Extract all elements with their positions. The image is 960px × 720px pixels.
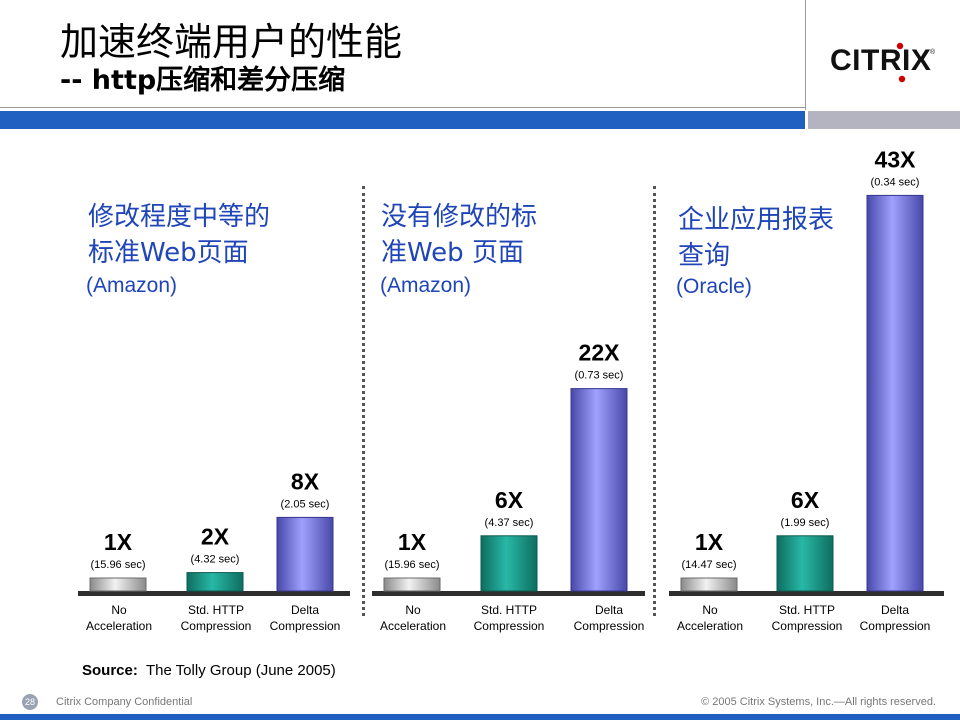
chart-3-bar-1 — [680, 577, 738, 592]
chart-3-category-label-1-line-1: No — [702, 603, 718, 617]
chart-2-category-label-1-line-1: No — [405, 603, 421, 617]
chart-3-time-label-1: (14.47 sec) — [681, 559, 736, 571]
chart-3-category-label-3-line-2: Compression — [860, 619, 931, 633]
chart-2-category-label-1-line-2: Acceleration — [380, 619, 446, 633]
chart-3-category-label-3-line-1: Delta — [881, 603, 909, 617]
chart-1-axis — [78, 591, 350, 596]
chart-1-bar-2 — [186, 572, 244, 592]
chart-2-category-label-3-line-2: Compression — [574, 619, 645, 633]
chart-2-category-label-2-line-1: Std. HTTP — [481, 603, 537, 617]
chart-3-category-label-1-line-2: Acceleration — [677, 619, 743, 633]
chart-1-category-label-1-line-2: Acceleration — [86, 619, 152, 633]
chart-2-category-label-3-line-1: Delta — [595, 603, 623, 617]
chart-2-bar-3 — [570, 388, 628, 592]
chart-3-value-label-2: 6X — [791, 487, 820, 513]
footer-accent-bar — [0, 714, 960, 720]
chart-2-value-label-2: 6X — [495, 487, 524, 513]
source-text: The Tolly Group (June 2005) — [145, 662, 336, 679]
chart-1-time-label-3: (2.05 sec) — [281, 498, 330, 510]
header-accent-bar — [0, 111, 805, 129]
chart-1-time-label-2: (4.32 sec) — [191, 554, 240, 566]
panel-2-heading-line1: 没有修改的标 — [381, 202, 538, 232]
chart-1-category-label-2-line-2: Compression — [181, 619, 252, 633]
source-label: Source: — [82, 662, 138, 679]
chart-1-value-label-3: 8X — [291, 468, 320, 494]
bar-charts: (15.96 sec) 1X No Acceleration (4.32 sec) 2X S… — [78, 146, 944, 633]
chart-1-bar-1 — [89, 577, 147, 592]
chart-3-category-label-2-line-2: Compression — [772, 619, 843, 633]
panel-2-source: (Amazon) — [380, 274, 472, 297]
chart-1-value-label-1: 1X — [104, 529, 133, 555]
chart-2-bar-1 — [383, 577, 441, 592]
citrix-logo-text: CITRIX — [830, 44, 931, 77]
panel-divider-2 — [653, 186, 656, 616]
chart-1-category-label-2-line-1: Std. HTTP — [188, 603, 244, 617]
chart-2-value-label-3: 22X — [579, 340, 621, 366]
footer-confidential: Citrix Company Confidential — [56, 696, 193, 708]
chart-3-axis — [669, 591, 944, 596]
chart-3-bar-2 — [776, 535, 834, 592]
panel-divider-1 — [362, 186, 365, 616]
panel-3-heading-line2: 查询 — [678, 241, 731, 271]
chart-2-time-label-1: (15.96 sec) — [384, 559, 439, 571]
panel-1-heading-line2: 标准Web页面 — [88, 238, 249, 268]
citrix-logo: CITRIX ® — [830, 42, 936, 83]
slide-title: 加速终端用户的性能 — [60, 20, 403, 64]
header-gray-bar — [808, 111, 960, 129]
chart-2-category-label-2-line-2: Compression — [474, 619, 545, 633]
registered-mark: ® — [930, 48, 936, 56]
panel-1-heading-line1: 修改程度中等的 — [88, 202, 271, 232]
chart-1-value-label-2: 2X — [201, 524, 230, 550]
chart-2-time-label-2: (4.37 sec) — [485, 517, 534, 529]
chart-2-value-label-1: 1X — [398, 529, 427, 555]
source-note: Source: The Tolly Group (June 2005) — [82, 662, 336, 679]
citrix-logo-dot — [896, 42, 904, 50]
panel-2-heading-line2: 准Web 页面 — [381, 238, 524, 268]
header-divider-horizontal — [0, 107, 805, 108]
panel-3-source: (Oracle) — [676, 275, 752, 298]
chart-2-time-label-3: (0.73 sec) — [575, 370, 624, 382]
chart-1-time-label-1: (15.96 sec) — [90, 559, 145, 571]
page-number: 28 — [22, 694, 38, 710]
chart-3-time-label-3: (0.34 sec) — [871, 176, 920, 188]
chart-1-category-label-1-line-1: No — [111, 603, 127, 617]
chart-1-bar-3 — [276, 516, 334, 592]
chart-1-category-label-3-line-1: Delta — [291, 603, 319, 617]
panel-3-heading-line1: 企业应用报表 — [678, 205, 835, 235]
chart-3-time-label-2: (1.99 sec) — [781, 517, 830, 529]
chart-3-bar-3 — [866, 194, 924, 592]
chart-2-bar-2 — [480, 535, 538, 592]
chart-3-value-label-3: 43X — [875, 146, 917, 172]
footer-copyright: © 2005 Citrix Systems, Inc.—All rights r… — [701, 696, 936, 708]
chart-1-category-label-3-line-2: Compression — [270, 619, 341, 633]
chart-3-value-label-1: 1X — [695, 529, 724, 555]
chart-2-axis — [372, 591, 645, 596]
chart-3-category-label-2-line-1: Std. HTTP — [779, 603, 835, 617]
header-divider-vertical — [805, 0, 806, 110]
panel-1-source: (Amazon) — [86, 274, 178, 297]
citrix-logo-dot-bottom — [898, 75, 906, 83]
slide-subtitle: -- http压缩和差分压缩 — [60, 65, 346, 96]
